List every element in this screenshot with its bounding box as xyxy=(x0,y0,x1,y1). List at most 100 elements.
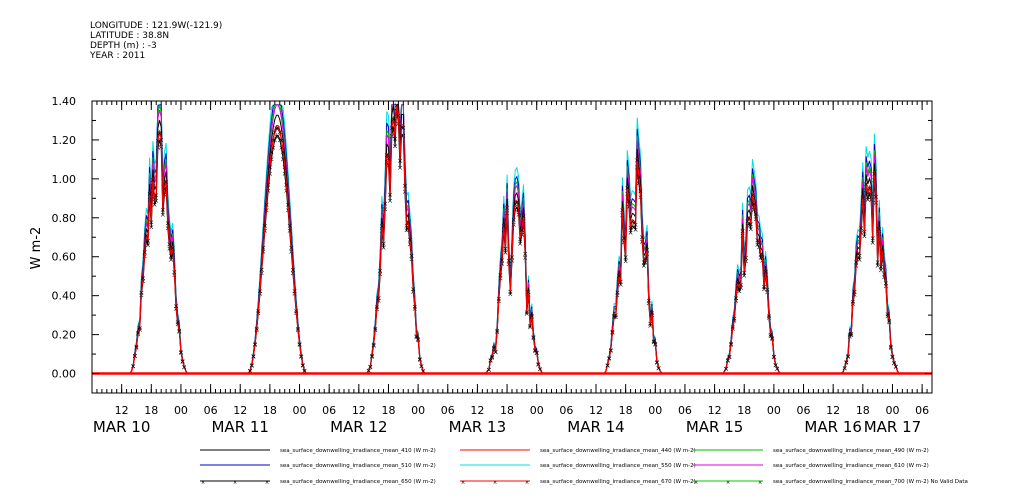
series-marker: × xyxy=(369,352,375,360)
series-marker: × xyxy=(623,257,629,265)
series-marker: × xyxy=(606,355,612,363)
series-marker: × xyxy=(135,329,141,337)
x-tick-label: 12 xyxy=(708,404,722,417)
series-marker: × xyxy=(641,258,647,266)
series-marker: × xyxy=(166,245,172,253)
series-marker: × xyxy=(868,191,874,199)
series-marker: × xyxy=(298,353,304,361)
series-marker: × xyxy=(417,355,423,363)
series-marker: × xyxy=(532,347,538,355)
series-marker: × xyxy=(535,361,541,369)
x-day-label: MAR 14 xyxy=(567,418,624,436)
series-marker: × xyxy=(532,347,538,355)
series-marker: × xyxy=(725,357,731,365)
series-marker: × xyxy=(300,362,306,370)
series-marker: × xyxy=(883,280,889,288)
series-marker: × xyxy=(769,334,775,342)
series-marker: × xyxy=(746,220,752,228)
series-marker: × xyxy=(611,312,617,320)
series-marker: × xyxy=(152,201,158,209)
series-marker: × xyxy=(162,185,168,193)
series-marker: × xyxy=(733,295,739,303)
series-marker: × xyxy=(885,313,891,321)
series-marker: × xyxy=(853,259,859,267)
series-marker: × xyxy=(527,322,533,330)
series-marker: × xyxy=(773,361,779,369)
series-marker: × xyxy=(145,237,151,245)
x-tick-label: 06 xyxy=(559,404,573,417)
series-marker: × xyxy=(390,115,396,123)
series-marker: × xyxy=(863,181,869,189)
series-marker: × xyxy=(891,359,897,367)
series-marker: × xyxy=(605,361,611,369)
series-marker: × xyxy=(414,334,420,342)
series-marker: × xyxy=(885,311,891,319)
series-marker: × xyxy=(865,196,871,204)
series-marker: × xyxy=(283,187,289,195)
series-marker: × xyxy=(746,215,752,223)
x-tick-label: 00 xyxy=(293,404,307,417)
series-marker: × xyxy=(504,204,510,212)
series-marker: × xyxy=(389,125,395,133)
series-marker: × xyxy=(875,262,881,270)
series-marker: × xyxy=(170,245,176,253)
series-marker: × xyxy=(517,240,523,248)
series-marker: × xyxy=(181,363,187,371)
legend-marker: × xyxy=(493,480,498,486)
legend-marker: × xyxy=(758,480,763,486)
series-marker: × xyxy=(741,272,747,280)
series-marker: × xyxy=(636,174,642,182)
y-tick-label: 1.00 xyxy=(52,173,77,186)
series-marker: × xyxy=(621,234,627,242)
series-marker: × xyxy=(168,252,174,260)
series-marker: × xyxy=(137,326,143,334)
series-marker: × xyxy=(392,135,398,143)
series-marker: × xyxy=(517,236,523,244)
y-tick-label: 1.20 xyxy=(52,134,77,147)
series-marker: × xyxy=(507,288,513,296)
series-marker: × xyxy=(265,181,271,189)
plot-header: LONGITUDE : 121.9W(-121.9) LATITUDE : 38… xyxy=(90,21,222,61)
series-marker: × xyxy=(634,157,640,165)
series-marker: × xyxy=(145,241,151,249)
series-marker: × xyxy=(881,274,887,282)
legend-label: sea_surface_downwelling_irradiance_mean_… xyxy=(280,479,436,485)
series-marker: × xyxy=(638,188,644,196)
series-marker: × xyxy=(157,129,163,137)
series-marker: × xyxy=(870,239,876,247)
series-marker: × xyxy=(387,197,393,205)
x-tick-label: 12 xyxy=(470,404,484,417)
legend-label: sea_surface_downwelling_irradiance_mean_… xyxy=(773,448,929,454)
series-marker: × xyxy=(639,233,645,241)
series-marker: × xyxy=(252,340,258,348)
series-marker: × xyxy=(629,223,635,231)
series-marker: × xyxy=(282,170,288,178)
series-marker: × xyxy=(522,250,528,258)
series-marker: × xyxy=(274,132,280,140)
series-marker: × xyxy=(642,259,648,267)
series-marker: × xyxy=(491,344,497,352)
series-marker: × xyxy=(277,136,283,144)
series-marker: × xyxy=(270,137,276,145)
series-marker: × xyxy=(399,124,405,132)
series-marker: × xyxy=(288,244,294,252)
series-marker: × xyxy=(644,246,650,254)
x-tick-label: 12 xyxy=(352,404,366,417)
series-marker: × xyxy=(738,284,744,292)
series-marker: × xyxy=(751,200,757,208)
series-marker: × xyxy=(272,129,278,137)
series-marker: × xyxy=(260,244,266,252)
series-marker: × xyxy=(381,240,387,248)
series-marker: × xyxy=(631,219,637,227)
series-marker: × xyxy=(395,112,401,120)
series-marker: × xyxy=(404,227,410,235)
series-marker: × xyxy=(537,365,543,373)
x-tick-label: 06 xyxy=(915,404,929,417)
series-marker: × xyxy=(866,191,872,199)
series-marker: × xyxy=(178,348,184,356)
series-marker: × xyxy=(142,249,148,257)
series-marker: × xyxy=(499,256,505,264)
series-marker: × xyxy=(147,190,153,198)
series-marker: × xyxy=(384,152,390,160)
